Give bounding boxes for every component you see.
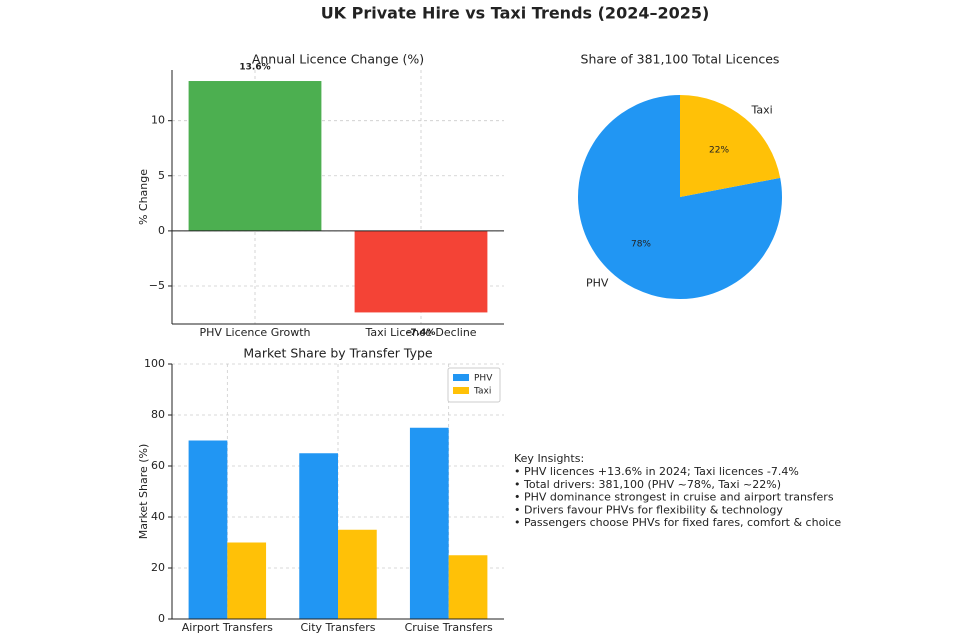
insight-line: • Passengers choose PHVs for fixed fares…: [514, 516, 841, 529]
bar: [409, 427, 449, 619]
pie-pct-label: 22%: [709, 145, 729, 155]
x-tick-label: Cruise Transfers: [405, 621, 493, 634]
legend-swatch: [453, 374, 469, 381]
legend-label: PHV: [474, 374, 493, 384]
y-tick-label: 40: [151, 510, 165, 523]
y-tick-label: 60: [151, 459, 165, 472]
y-tick-label: −5: [149, 279, 165, 292]
chart-title: Market Share by Transfer Type: [243, 346, 433, 361]
chart-title: Annual Licence Change (%): [252, 52, 424, 67]
insight-line: • Drivers favour PHVs for flexibility & …: [514, 503, 783, 516]
legend-label: Taxi: [473, 387, 491, 397]
y-tick-label: 5: [158, 169, 165, 182]
y-tick-label: 0: [158, 612, 165, 625]
y-tick-label: 0: [158, 224, 165, 237]
pie-pct-label: 78%: [631, 240, 651, 250]
value-label: -7.4%: [407, 328, 436, 338]
value-label: 13.6%: [239, 63, 270, 73]
pie-label: PHV: [586, 276, 609, 289]
bar: [188, 440, 228, 619]
x-tick-label: Airport Transfers: [182, 621, 273, 634]
chart-title: Share of 381,100 Total Licences: [581, 52, 780, 67]
bar: [448, 555, 488, 619]
insight-line: • PHV licences +13.6% in 2024; Taxi lice…: [514, 465, 799, 478]
insight-line: • PHV dominance strongest in cruise and …: [514, 491, 834, 504]
insight-line: • Total drivers: 381,100 (PHV ~78%, Taxi…: [514, 478, 781, 491]
bar: [354, 230, 488, 313]
y-axis-label: Market Share (%): [137, 444, 150, 540]
y-tick-label: 100: [144, 357, 165, 370]
x-tick-label: PHV Licence Growth: [199, 326, 310, 339]
y-axis-label: % Change: [137, 169, 150, 225]
legend-swatch: [453, 387, 469, 394]
insights-heading: Key Insights:: [514, 452, 584, 465]
bar: [188, 81, 322, 231]
pie-label: Taxi: [751, 104, 773, 117]
y-tick-label: 10: [151, 114, 165, 127]
y-tick-label: 80: [151, 408, 165, 421]
bar: [227, 542, 267, 619]
x-tick-label: Taxi Licence Decline: [364, 326, 476, 339]
bar: [299, 453, 338, 619]
bar: [338, 529, 377, 619]
x-tick-label: City Transfers: [300, 621, 375, 634]
pie-slice: [680, 95, 781, 197]
y-tick-label: 20: [151, 561, 165, 574]
figure-title: UK Private Hire vs Taxi Trends (2024–202…: [321, 4, 710, 23]
